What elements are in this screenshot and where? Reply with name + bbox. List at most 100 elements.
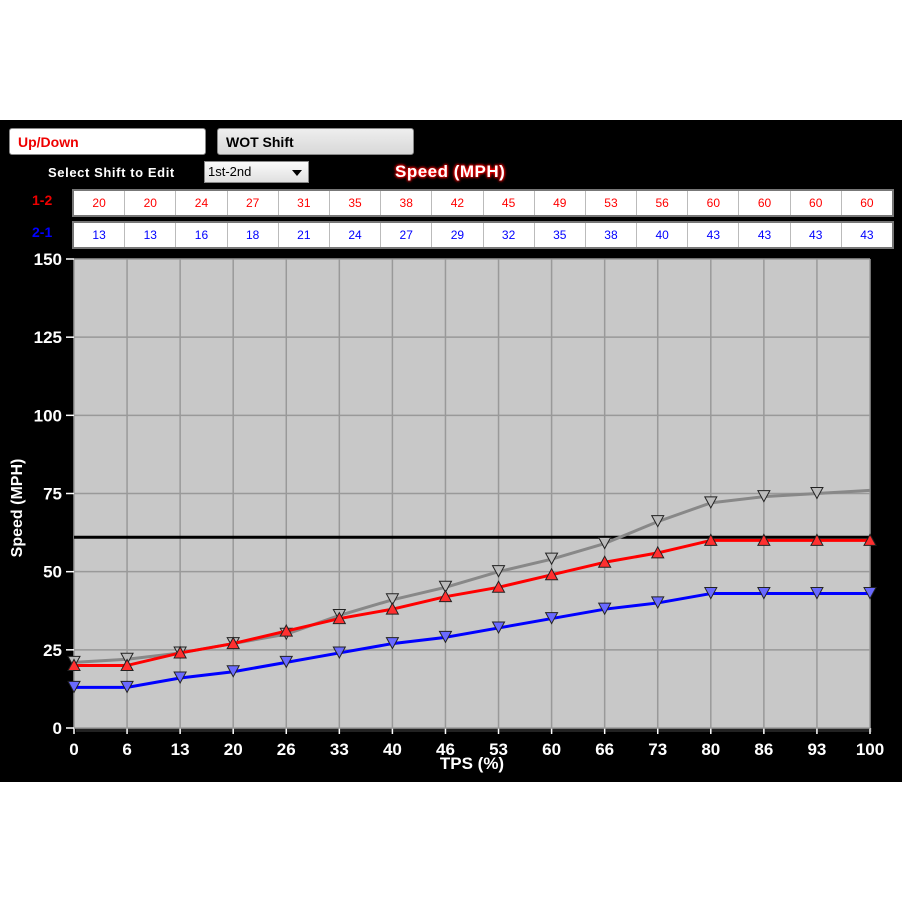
- data-marker: [810, 487, 824, 500]
- shift-select-dropdown[interactable]: 1st-2nd: [204, 161, 309, 183]
- table-cell[interactable]: 43: [791, 223, 842, 247]
- data-marker: [757, 587, 771, 600]
- table-cell[interactable]: 43: [739, 223, 791, 247]
- row-label-2-1: 2-1: [32, 224, 53, 240]
- data-marker: [597, 537, 612, 550]
- data-marker: [491, 565, 506, 578]
- x-tick-label: 46: [436, 740, 455, 759]
- x-tick-label: 80: [701, 740, 720, 759]
- table-cell[interactable]: 43: [688, 223, 740, 247]
- table-cell[interactable]: 21: [279, 223, 330, 247]
- data-marker: [650, 515, 665, 528]
- table-cell[interactable]: 13: [125, 223, 177, 247]
- x-tick-label: 86: [754, 740, 773, 759]
- x-tick-label: 20: [224, 740, 243, 759]
- data-marker: [757, 533, 771, 546]
- table-cell[interactable]: 53: [586, 191, 638, 215]
- series-line-1: [74, 538, 870, 667]
- table-cell[interactable]: 56: [637, 191, 689, 215]
- table-cell[interactable]: 45: [484, 191, 535, 215]
- y-tick-label: 50: [43, 563, 62, 582]
- x-tick-label: 0: [69, 740, 78, 759]
- data-marker: [703, 587, 718, 600]
- data-marker: [120, 680, 134, 694]
- table-cell[interactable]: 43: [860, 228, 874, 242]
- table-cell[interactable]: 60: [791, 191, 842, 215]
- plot-shadow: [76, 728, 872, 732]
- x-tick-label: 66: [595, 740, 614, 759]
- table-cell[interactable]: 38: [381, 191, 433, 215]
- table-cell[interactable]: 20: [74, 191, 126, 215]
- table-cell[interactable]: 29: [432, 223, 484, 247]
- data-marker: [597, 555, 612, 568]
- table-cell[interactable]: 16: [176, 223, 228, 247]
- data-marker: [385, 593, 400, 606]
- data-marker: [703, 533, 718, 546]
- table-cell[interactable]: 27: [228, 191, 279, 215]
- table-cell[interactable]: 35: [535, 223, 586, 247]
- table-cell[interactable]: 18: [228, 223, 279, 247]
- data-marker: [863, 587, 877, 600]
- table-cell[interactable]: 24: [176, 191, 228, 215]
- select-shift-label: Select Shift to Edit: [48, 165, 175, 180]
- data-marker: [67, 658, 81, 671]
- data-marker: [279, 655, 294, 669]
- table-cell[interactable]: 60: [739, 191, 791, 215]
- data-marker: [173, 645, 187, 659]
- shift-select-value: 1st-2nd: [208, 164, 252, 179]
- data-marker: [120, 658, 134, 671]
- data-marker: [544, 552, 559, 566]
- data-marker: [650, 545, 665, 559]
- data-marker: [173, 671, 187, 685]
- data-marker: [757, 490, 771, 503]
- data-marker: [226, 636, 241, 650]
- x-tick-label: 100: [856, 740, 884, 759]
- x-tick-label: 33: [330, 740, 349, 759]
- table-cell[interactable]: 27: [381, 223, 433, 247]
- upshift-table-row: 20 20 24 27 31 35 38 42 45 49 53 56 60 60 60 60: [72, 189, 894, 217]
- tab-up-down[interactable]: Up/Down: [9, 128, 206, 155]
- data-marker: [385, 602, 400, 615]
- y-axis-label: Speed (MPH): [9, 459, 26, 558]
- data-marker: [438, 580, 453, 594]
- table-cell[interactable]: 32: [484, 223, 535, 247]
- data-marker: [491, 580, 506, 593]
- x-tick-label: 53: [489, 740, 508, 759]
- data-marker: [810, 587, 824, 600]
- table-cell[interactable]: 40: [637, 223, 689, 247]
- table-cell[interactable]: 42: [432, 191, 484, 215]
- data-marker: [703, 496, 718, 509]
- data-marker: [67, 680, 81, 694]
- data-marker: [438, 630, 453, 644]
- y-tick-label: 0: [53, 719, 62, 738]
- data-marker: [810, 533, 824, 546]
- y-tick-label: 25: [43, 641, 62, 660]
- data-marker: [332, 611, 347, 625]
- chevron-down-icon: [292, 170, 302, 176]
- table-cell[interactable]: 20: [125, 191, 177, 215]
- x-tick-label: 6: [122, 740, 131, 759]
- data-marker: [544, 567, 559, 581]
- data-marker: [226, 665, 241, 678]
- table-cell[interactable]: 35: [330, 191, 382, 215]
- data-marker: [438, 589, 453, 603]
- table-cell[interactable]: 60: [688, 191, 740, 215]
- table-cell[interactable]: 38: [586, 223, 638, 247]
- data-marker: [650, 596, 665, 609]
- y-tick-label: 100: [34, 406, 62, 425]
- y-tick-label: 125: [34, 328, 62, 347]
- table-cell[interactable]: 60: [860, 196, 874, 210]
- table-cell[interactable]: 13: [74, 223, 126, 247]
- data-marker: [385, 637, 400, 650]
- x-tick-label: 93: [807, 740, 826, 759]
- x-tick-label: 13: [171, 740, 190, 759]
- data-marker: [279, 624, 294, 637]
- table-cell[interactable]: 24: [330, 223, 382, 247]
- y-tick-label: 75: [43, 485, 62, 504]
- table-cell[interactable]: 49: [535, 191, 586, 215]
- x-tick-label: 60: [542, 740, 561, 759]
- tab-wot-shift[interactable]: WOT Shift: [217, 128, 414, 155]
- downshift-table-row: 13 13 16 18 21 24 27 29 32 35 38 40 43 43 43 43: [72, 221, 894, 249]
- table-cell[interactable]: 31: [279, 191, 330, 215]
